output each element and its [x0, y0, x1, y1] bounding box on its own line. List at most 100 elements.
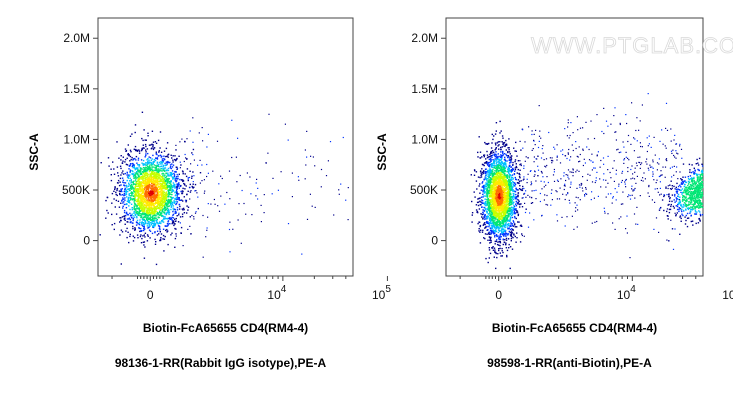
event-dot — [153, 190, 155, 192]
event-dot — [498, 196, 501, 199]
event-dot — [156, 182, 159, 184]
event-dot — [164, 179, 166, 181]
event-dot — [170, 202, 172, 205]
event-dot — [491, 156, 493, 158]
event-dot — [151, 189, 153, 191]
event-dot — [126, 179, 128, 182]
event-dot — [106, 209, 108, 212]
event-dot — [507, 193, 510, 195]
event-dot — [201, 164, 203, 166]
event-dot — [501, 215, 503, 218]
event-dot — [169, 165, 172, 168]
event-dot — [236, 181, 238, 183]
event-dot — [141, 111, 144, 113]
event-dot — [489, 209, 491, 211]
event-dot — [141, 237, 143, 240]
event-dot — [162, 185, 164, 187]
event-dot — [151, 220, 153, 223]
event-dot — [131, 173, 133, 175]
event-dot — [495, 176, 497, 178]
event-dot — [128, 154, 130, 157]
event-dot — [151, 217, 154, 219]
event-dot — [486, 208, 489, 210]
event-dot — [125, 150, 127, 152]
event-dot — [489, 252, 492, 255]
event-dot — [142, 177, 144, 179]
event-dot — [130, 186, 132, 188]
event-dot — [513, 147, 515, 149]
event-dot — [129, 212, 131, 215]
event-dot — [207, 133, 209, 135]
event-dot — [498, 155, 500, 158]
event-dot — [500, 225, 502, 227]
event-dot — [147, 193, 149, 196]
event-dot — [479, 176, 481, 179]
event-dot — [141, 198, 143, 201]
event-dot — [512, 181, 514, 183]
event-dot — [512, 181, 514, 184]
event-dot — [125, 191, 127, 193]
event-dot — [492, 138, 494, 141]
event-dot — [506, 190, 509, 193]
event-dot — [147, 218, 149, 221]
event-dot — [127, 188, 130, 190]
event-dot — [169, 218, 171, 220]
event-dot — [497, 231, 500, 234]
event-dot — [505, 153, 507, 156]
event-dot — [168, 205, 171, 207]
event-dot — [504, 219, 507, 221]
event-dot — [504, 172, 506, 174]
event-dot — [160, 209, 162, 211]
event-dot — [481, 163, 484, 166]
event-dot — [487, 222, 490, 225]
x-axis-label: Biotin-FcA65655 CD4(RM4-4) — [143, 321, 308, 335]
event-dot — [204, 190, 206, 192]
event-dot — [154, 221, 156, 223]
event-dot — [153, 213, 155, 215]
event-dot — [131, 207, 133, 209]
event-dot — [148, 211, 150, 213]
event-dot — [138, 149, 140, 151]
event-dot — [158, 216, 160, 219]
event-dot — [126, 218, 129, 220]
event-dot — [174, 237, 177, 240]
event-dot — [488, 170, 490, 172]
event-dot — [157, 202, 159, 204]
event-dot — [157, 212, 159, 214]
event-dot — [502, 232, 504, 235]
event-dot — [509, 199, 511, 201]
event-dot — [239, 174, 241, 177]
event-dot — [477, 198, 479, 200]
event-dot — [129, 189, 131, 192]
event-dot — [144, 213, 146, 215]
event-dot — [508, 169, 510, 171]
event-dot — [127, 176, 129, 178]
event-dot — [178, 193, 180, 195]
event-dot — [165, 176, 167, 179]
event-dot — [158, 150, 160, 152]
event-dot — [167, 224, 169, 227]
event-dot — [155, 217, 157, 219]
event-dot — [499, 218, 502, 220]
event-dot — [486, 156, 489, 159]
event-dot — [157, 170, 159, 172]
event-dot — [185, 175, 188, 178]
event-dot — [181, 170, 184, 172]
event-dot — [193, 216, 195, 218]
event-dot — [99, 234, 101, 236]
event-dot — [135, 182, 137, 184]
event-dot — [490, 154, 492, 157]
event-dot — [131, 222, 133, 224]
x-tick-base: 10 — [372, 288, 386, 302]
event-dot — [481, 156, 483, 158]
event-dot — [167, 193, 169, 195]
event-dot — [121, 190, 123, 193]
event-dot — [139, 215, 141, 217]
event-dot — [141, 213, 143, 215]
event-dot — [497, 235, 499, 237]
event-dot — [490, 203, 493, 205]
event-dot — [154, 217, 156, 220]
event-dot — [164, 202, 167, 205]
event-dot — [498, 175, 500, 177]
event-dot — [512, 168, 514, 171]
